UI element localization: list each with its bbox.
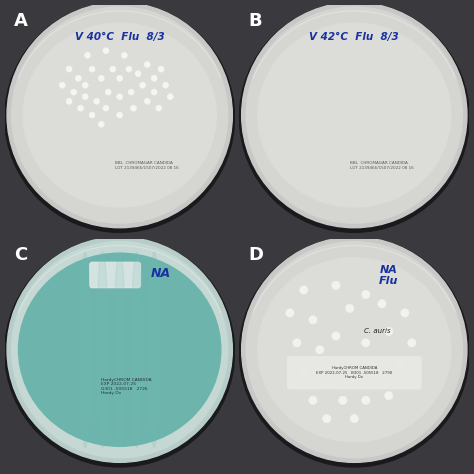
Circle shape [75,75,82,82]
Text: C. auris: C. auris [364,328,391,334]
Circle shape [89,66,95,72]
Text: BBL  CHROMAGAR CANDIDA
LOT 2139466/1507/2022 08 16: BBL CHROMAGAR CANDIDA LOT 2139466/1507/2… [115,161,179,170]
Ellipse shape [258,23,451,207]
Circle shape [121,52,128,58]
Circle shape [7,2,232,228]
Circle shape [323,378,331,386]
Ellipse shape [23,23,216,207]
Circle shape [378,300,386,308]
Text: HardyCHROM CANDIDA
EXP 2022-07-25
G301 -505518   2726
Hardy Dx: HardyCHROM CANDIDA EXP 2022-07-25 G301 -… [101,378,152,395]
Circle shape [339,396,347,404]
Circle shape [242,2,467,228]
Circle shape [246,7,462,223]
Circle shape [59,82,65,88]
Circle shape [103,48,109,54]
Circle shape [300,286,308,294]
Circle shape [163,82,169,88]
Circle shape [82,82,88,88]
Circle shape [12,7,228,223]
Circle shape [309,316,317,324]
Circle shape [293,339,301,347]
Circle shape [105,89,111,95]
Circle shape [66,66,72,72]
Circle shape [362,396,370,404]
Circle shape [66,98,72,104]
Circle shape [103,105,109,111]
Circle shape [98,75,104,82]
Circle shape [332,332,340,340]
Circle shape [385,392,393,400]
Circle shape [362,291,370,299]
Text: D: D [248,246,264,264]
FancyBboxPatch shape [96,435,144,450]
Circle shape [401,309,409,317]
Text: B: B [248,12,262,30]
Ellipse shape [148,252,160,447]
Circle shape [82,94,88,100]
Circle shape [158,66,164,72]
Circle shape [167,94,173,100]
Circle shape [239,2,469,232]
Text: V 40°C  Flu  8/3: V 40°C Flu 8/3 [75,32,164,42]
Ellipse shape [114,252,126,447]
Circle shape [373,369,382,377]
Text: HardyCHROM CANDIDA
EXP 2022-07-25   B301 -505518   2790
Hardy Dx: HardyCHROM CANDIDA EXP 2022-07-25 B301 -… [316,366,392,379]
Circle shape [385,327,393,336]
Text: NA
Flu: NA Flu [379,264,399,286]
Circle shape [151,75,157,82]
Circle shape [156,105,162,111]
Circle shape [5,2,235,232]
FancyBboxPatch shape [330,207,378,222]
Circle shape [89,112,95,118]
Ellipse shape [18,253,221,447]
Circle shape [286,309,294,317]
Ellipse shape [97,252,108,447]
Circle shape [350,373,358,382]
Circle shape [346,304,354,312]
Circle shape [110,66,116,72]
Circle shape [362,339,370,347]
Circle shape [98,121,104,128]
Circle shape [332,281,340,290]
FancyBboxPatch shape [90,263,140,288]
FancyBboxPatch shape [288,356,421,389]
Text: BBL  CHROMAGAR CANDIDA
LOT 2139466/1507/2022 08 16: BBL CHROMAGAR CANDIDA LOT 2139466/1507/2… [350,161,413,170]
Circle shape [140,82,146,88]
Circle shape [323,415,331,423]
Circle shape [71,89,77,95]
Circle shape [151,89,157,95]
Ellipse shape [258,258,451,442]
Circle shape [117,112,123,118]
Circle shape [396,362,404,370]
Ellipse shape [131,252,143,447]
Circle shape [117,94,123,100]
Circle shape [316,346,324,354]
Text: A: A [14,12,28,30]
Circle shape [7,237,232,462]
Circle shape [117,75,123,82]
Circle shape [94,98,100,104]
Circle shape [350,415,358,423]
Circle shape [135,71,141,77]
Circle shape [5,237,235,467]
Text: V 42°C  Flu  8/3: V 42°C Flu 8/3 [310,32,399,42]
Text: NA: NA [151,267,171,280]
Circle shape [239,237,469,467]
Circle shape [126,66,132,72]
Circle shape [78,105,83,111]
FancyBboxPatch shape [96,207,144,222]
Circle shape [300,369,308,377]
Circle shape [130,105,137,111]
Circle shape [144,98,150,104]
Ellipse shape [80,252,91,447]
Circle shape [246,242,462,458]
Text: C: C [14,246,27,264]
Circle shape [84,52,91,58]
Circle shape [12,242,228,458]
Circle shape [128,89,134,95]
Circle shape [309,396,317,404]
Circle shape [144,62,150,67]
Circle shape [408,339,416,347]
Circle shape [242,237,467,462]
